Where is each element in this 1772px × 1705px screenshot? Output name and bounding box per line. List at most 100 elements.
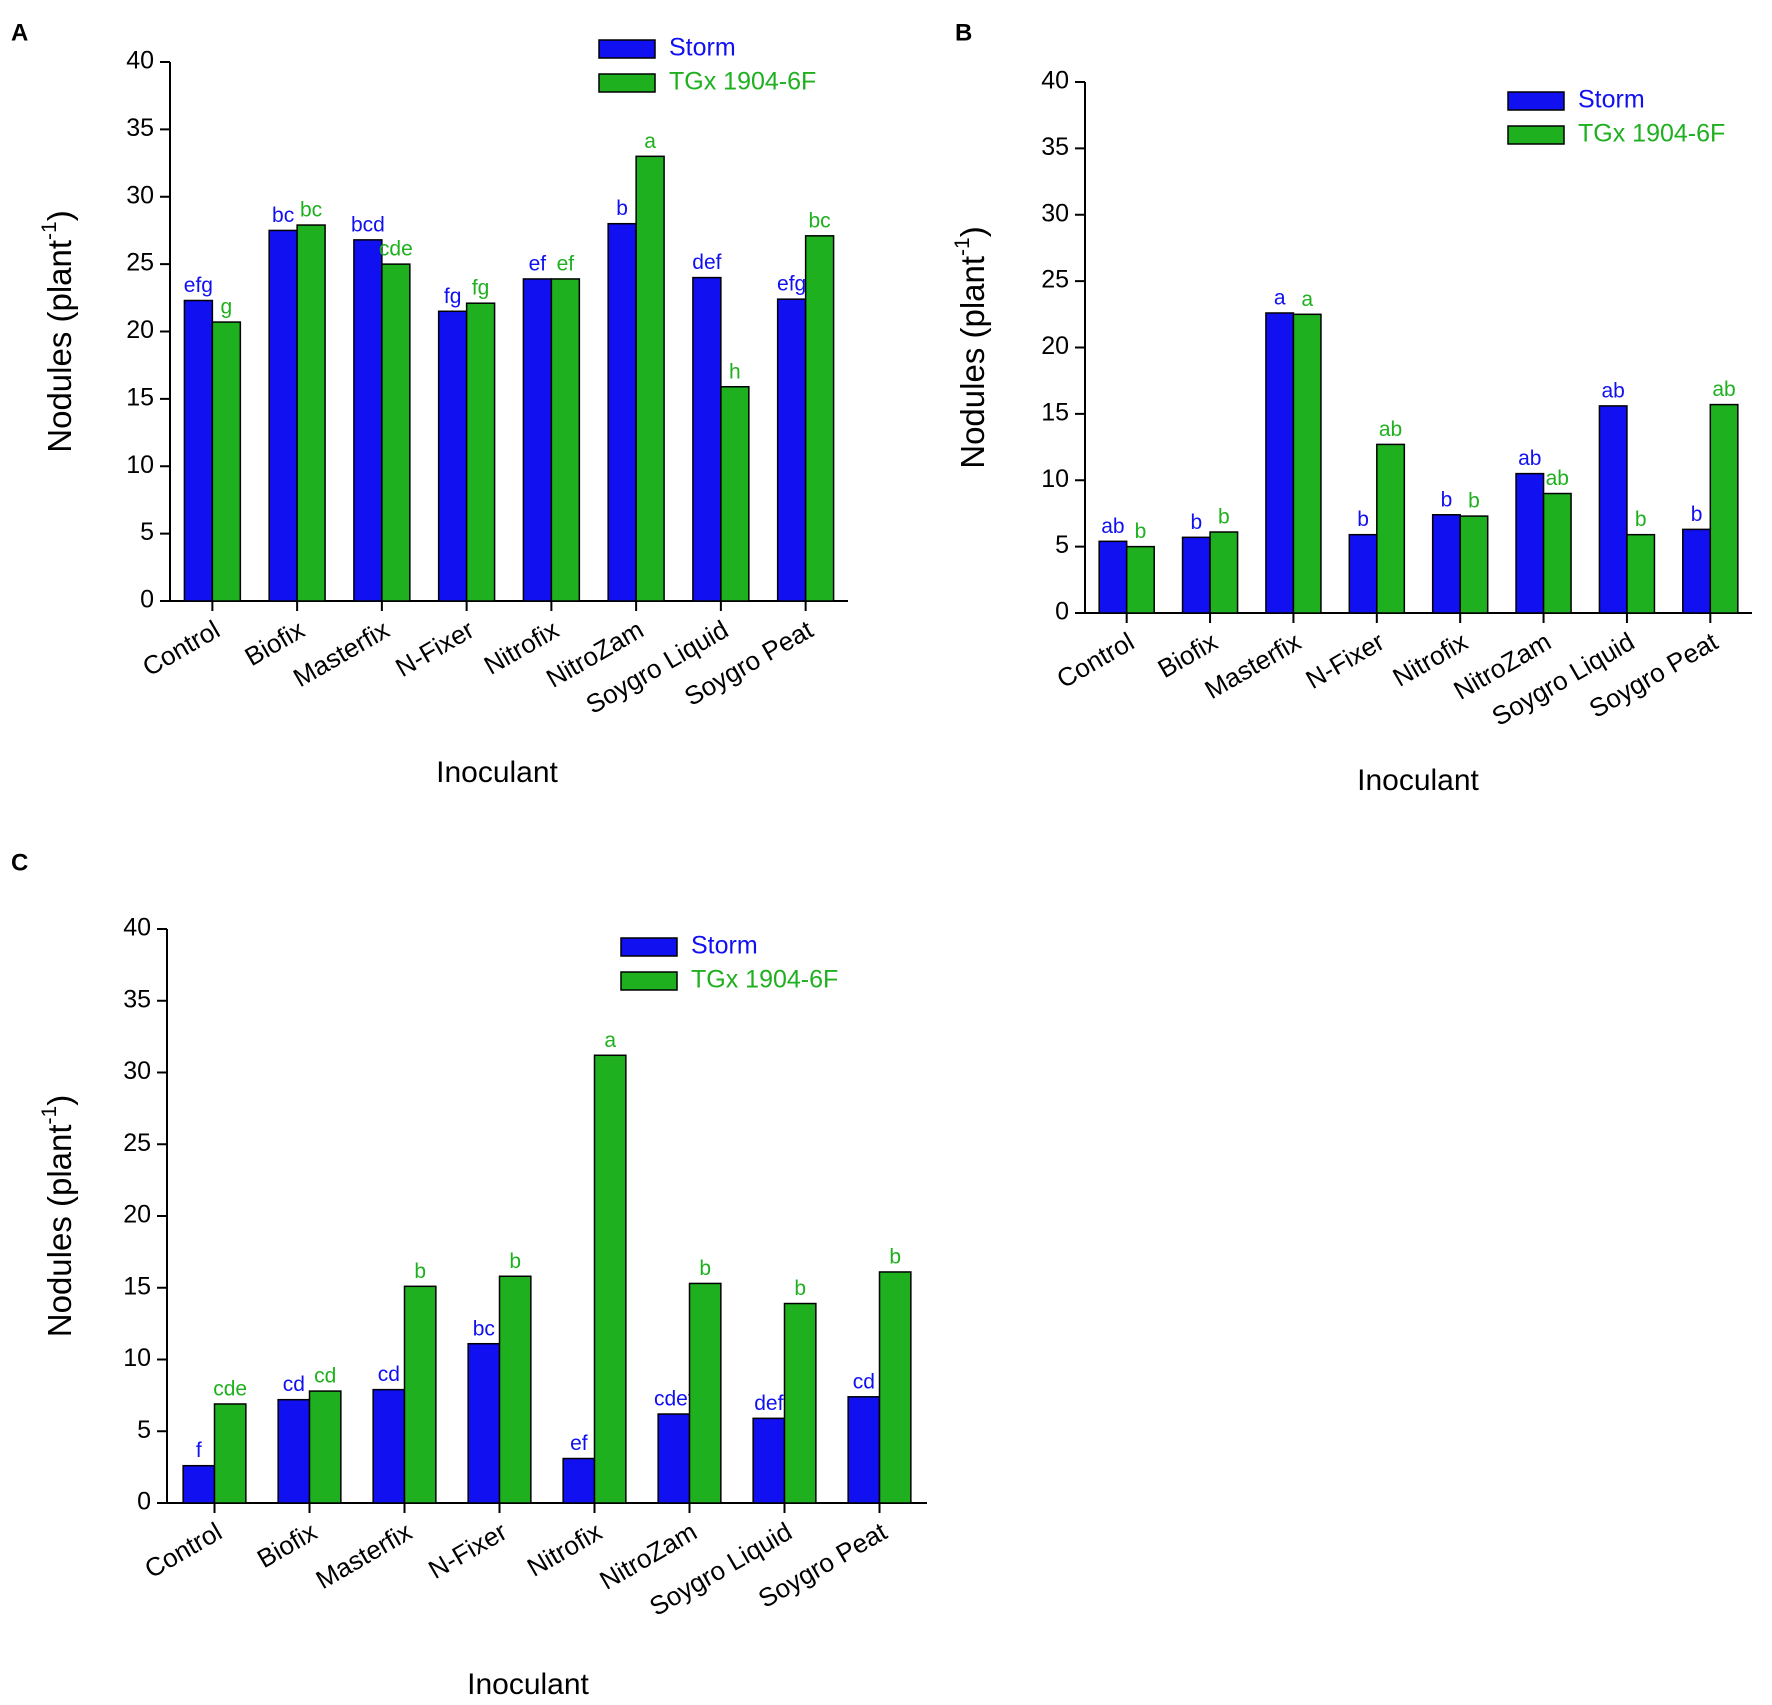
significance-letter: cd [378, 1363, 400, 1386]
bar [211, 321, 242, 602]
bar [268, 229, 298, 602]
bar [607, 222, 637, 602]
bar [296, 224, 326, 602]
significance-letter: bcd [351, 213, 385, 236]
y-axis-title-text: Nodules (plant [41, 1124, 78, 1337]
y-tick-label: 40 [126, 47, 154, 75]
bar [183, 299, 214, 602]
y-tick-label: 20 [123, 1201, 151, 1229]
y-tick-label: 15 [1041, 398, 1069, 426]
bar [847, 1396, 881, 1504]
significance-letter: b [1691, 503, 1703, 526]
bar [498, 1275, 532, 1504]
significance-letter: efg [777, 273, 806, 296]
bar [1098, 540, 1128, 614]
legend-swatch [598, 39, 656, 59]
significance-letter: bc [809, 209, 831, 232]
x-axis-title: Inoculant [467, 1668, 589, 1701]
bar [308, 1390, 342, 1504]
bar [1626, 533, 1656, 614]
bar [1265, 312, 1295, 614]
significance-letter: b [699, 1257, 711, 1280]
x-tick-label: Masterfix [311, 1516, 417, 1595]
bar [182, 1464, 216, 1504]
bar [1709, 403, 1739, 614]
significance-letter: def [754, 1392, 783, 1415]
x-tick-label: Masterfix [1200, 626, 1306, 705]
y-tick-label: 10 [1041, 465, 1069, 493]
bar [1459, 515, 1489, 614]
bar [467, 1342, 501, 1504]
x-tick-label: Control [1052, 626, 1140, 694]
bar [277, 1398, 311, 1504]
significance-letter: b [1218, 506, 1230, 529]
y-axis-title-sup: -1 [38, 1106, 61, 1125]
bar [437, 310, 468, 602]
panel-label: C [11, 849, 28, 876]
y-tick-label: 15 [123, 1272, 151, 1300]
significance-letter: b [1190, 511, 1202, 534]
bar [381, 263, 411, 602]
y-tick-label: 25 [126, 249, 154, 277]
y-tick-label: 35 [123, 985, 151, 1013]
y-tick-label: 0 [140, 586, 154, 614]
legend-label: TGx 1904-6F [669, 68, 816, 96]
legend-label: Storm [1578, 86, 1645, 114]
y-axis-title-text: Nodules (plant [954, 256, 991, 469]
legend-swatch [1507, 125, 1565, 145]
legend-swatch [620, 937, 678, 957]
significance-letter: b [1135, 520, 1147, 543]
y-axis-title-end: ) [41, 1095, 78, 1106]
bar [657, 1413, 691, 1504]
significance-letter: b [414, 1260, 426, 1283]
y-tick-label: 30 [1041, 199, 1069, 227]
significance-letter: fg [444, 285, 462, 308]
y-tick-label: 25 [1041, 266, 1069, 294]
significance-letter: b [1357, 508, 1369, 531]
legend-label: TGx 1904-6F [691, 966, 838, 994]
significance-letter: b [509, 1250, 521, 1273]
bar [465, 302, 496, 602]
x-tick-label: Masterfix [288, 614, 394, 693]
bar [720, 385, 750, 602]
significance-letter: efg [184, 274, 213, 297]
significance-letter: ab [1546, 467, 1569, 490]
significance-letter: def [692, 251, 721, 274]
significance-letter: g [221, 296, 233, 319]
significance-letter: ef [557, 252, 575, 275]
bar [372, 1388, 406, 1504]
significance-letter: ef [529, 252, 547, 275]
significance-letter: fg [472, 277, 490, 300]
significance-letter: ef [570, 1432, 588, 1455]
significance-letter: a [604, 1029, 616, 1052]
y-axis-title: Nodules (plant-1) [38, 1095, 78, 1337]
x-tick-label: N-Fixer [390, 614, 479, 683]
panel-label: B [955, 19, 972, 46]
y-tick-label: 30 [126, 181, 154, 209]
y-tick-label: 40 [1041, 67, 1069, 95]
significance-letter: b [616, 197, 628, 220]
bar [635, 155, 665, 602]
x-tick-label: N-Fixer [423, 1516, 512, 1585]
significance-letter: cd [314, 1365, 336, 1388]
bar [522, 278, 553, 602]
significance-letter: bc [272, 204, 294, 227]
significance-letter: ab [1712, 378, 1735, 401]
bar [1125, 545, 1155, 614]
bar [1598, 405, 1628, 614]
bar [1376, 443, 1406, 614]
y-axis-title-end: ) [41, 210, 78, 221]
significance-letter: b [1468, 490, 1480, 513]
y-axis-title-sup: -1 [951, 237, 974, 256]
significance-letter: ab [1602, 379, 1625, 402]
y-tick-label: 10 [126, 451, 154, 479]
significance-letter: a [1274, 287, 1286, 310]
y-axis-title-sup: -1 [38, 221, 61, 240]
significance-letter: cde [213, 1378, 247, 1401]
y-tick-label: 15 [126, 383, 154, 411]
y-tick-label: 35 [1041, 133, 1069, 161]
significance-letter: b [1441, 488, 1453, 511]
y-tick-label: 25 [123, 1129, 151, 1157]
legend-swatch [1507, 91, 1565, 111]
significance-letter: h [729, 360, 741, 383]
